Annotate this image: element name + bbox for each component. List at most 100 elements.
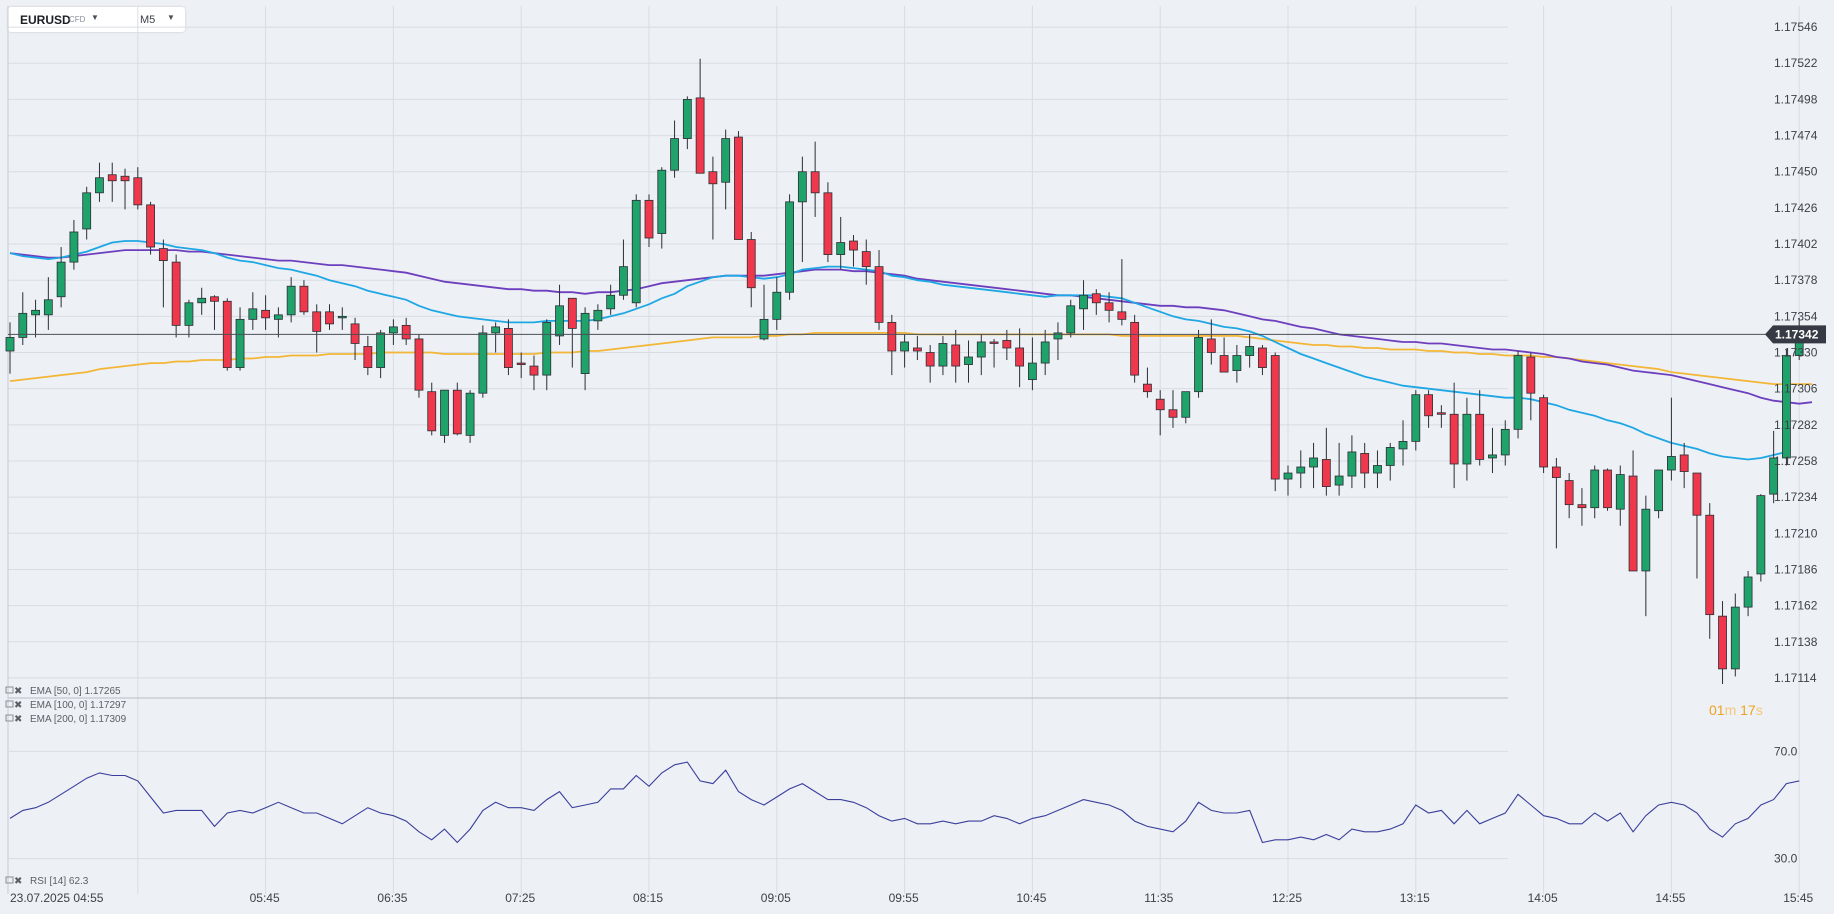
candle-body [210,296,219,302]
candle [1539,394,1548,474]
ema50-line [9,240,1787,461]
candle [1091,289,1101,315]
candle [1194,329,1203,398]
candle-body [325,311,334,325]
candle-body [989,341,999,344]
candle [1628,450,1638,572]
candle-body [107,174,117,182]
candle-body [1040,341,1050,364]
symbol-chevron-down-icon[interactable]: ▼ [91,13,99,22]
candle [1743,570,1753,617]
price-tick-label: 1.17354 [1774,309,1818,323]
candle-body [69,231,79,263]
candle-body [1066,305,1076,334]
candle [593,304,603,330]
rsi-line [9,761,1800,844]
candle [1079,280,1088,330]
candle-body [1513,355,1523,430]
ema200-legend-label: EMA [200, 0] 1.17309 [30,714,127,725]
candle [388,319,398,345]
candle [312,304,322,353]
price-tick-label: 1.17330 [1774,346,1818,360]
candle-body [1577,504,1587,509]
price-tick-label: 1.17282 [1774,418,1818,432]
candle-body [43,299,53,316]
ema100-line [9,249,1813,405]
time-tick-label: 10:45 [1016,891,1046,905]
timeframe-chevron-down-icon[interactable]: ▼ [167,13,175,22]
time-tick-label: 15:45 [1783,891,1813,905]
candle [1040,329,1050,376]
candle [1641,495,1651,617]
candle [580,307,590,391]
candle-body [759,318,769,340]
candle-body [1718,615,1727,670]
candle-body [95,177,104,194]
candle [644,194,654,248]
candle-body [797,171,807,203]
candle [376,329,386,379]
candle [964,340,973,383]
candle-body [1436,412,1446,415]
candle-body [1488,454,1497,459]
candle [56,247,66,308]
candle [1360,442,1370,489]
candle-body [861,251,871,268]
candle [900,334,909,368]
candle [1232,344,1242,383]
candle [1155,390,1165,436]
timeframe-selector[interactable]: M5 [140,14,156,26]
price-tick-label: 1.17546 [1774,20,1818,34]
candle-body [1168,409,1178,418]
candle [1053,322,1063,361]
candle-body [1206,338,1216,353]
symbol-selector[interactable]: EURUSD [20,13,71,27]
candle-body [1385,447,1395,466]
candle [1603,468,1612,511]
candle [1258,344,1267,376]
time-tick-label: 09:05 [761,891,791,905]
candle [1756,494,1766,582]
candle [427,382,437,436]
candle [1730,593,1740,677]
candle-body [912,347,922,352]
candle-body [184,302,194,326]
ema50-legend-label: EMA [50, 0] 1.17265 [30,686,121,697]
candle-body [1283,472,1293,480]
candle-body [823,192,833,255]
candle-body [491,326,501,334]
candle [1577,488,1587,526]
candle-body [1232,355,1242,371]
current-price-value: 1.17342 [1775,327,1819,341]
candle-body [1564,480,1574,506]
remove-icon: ✖ [14,686,22,697]
candle-body [1730,606,1740,670]
candle [1615,465,1625,526]
candle [1066,299,1076,338]
candle [542,319,552,391]
candle [1373,450,1382,489]
candle [1283,465,1293,496]
candle-body [1679,454,1689,472]
candle-body [516,362,526,365]
candle [1679,442,1689,489]
candle-body [350,323,360,344]
candle-body [555,305,564,337]
candle [1347,435,1357,489]
candle-body [849,240,858,251]
candle [31,299,40,338]
candle-body [1526,356,1536,394]
candle-body [1194,337,1203,393]
candle [1296,450,1306,489]
candle-body [1219,355,1229,373]
candle [1117,259,1127,326]
candle-body [976,341,986,358]
candle [120,168,130,210]
candle-body [273,314,283,320]
candle [133,167,143,210]
time-tick-label: 14:05 [1528,891,1558,905]
candle-body [1475,413,1485,460]
candle [912,335,922,361]
candle [82,186,92,240]
